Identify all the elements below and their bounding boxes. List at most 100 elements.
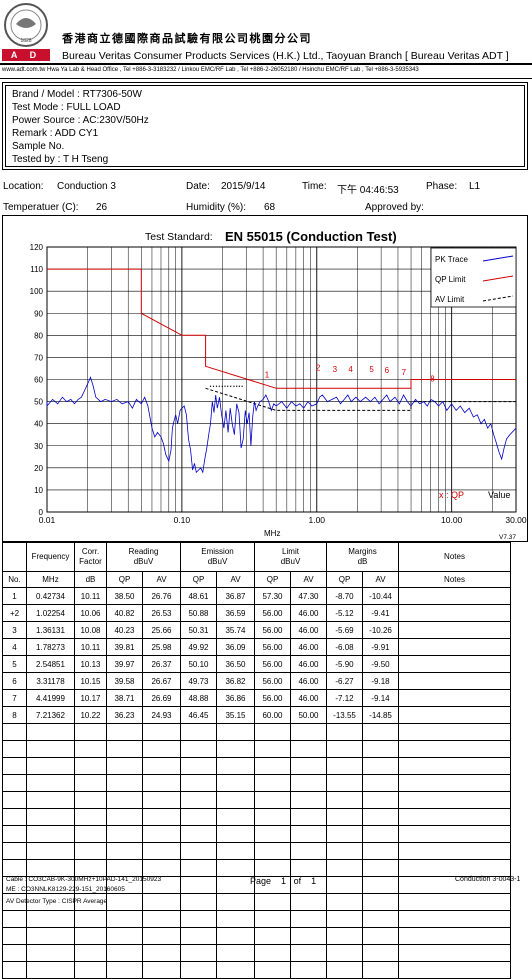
test-info-box: Brand / Model : RT7306-50W Test Mode : F…: [2, 82, 528, 170]
table-cell: [216, 842, 255, 860]
table-cell: [74, 825, 107, 843]
table-cell: 36.09: [216, 638, 255, 656]
subheader-cell: AV: [216, 571, 255, 588]
y-tick-label: 20: [34, 464, 43, 473]
table-cell: [216, 927, 255, 945]
table-cell: 49.73: [180, 672, 217, 690]
table-cell: [216, 774, 255, 792]
y-tick-label: 0: [39, 508, 44, 517]
table-cell: [254, 757, 291, 775]
table-cell: [106, 944, 143, 962]
table-cell: 48.88: [180, 689, 217, 707]
table-cell: 60.00: [254, 706, 291, 724]
table-cell: [290, 808, 327, 826]
table-cell: [142, 808, 181, 826]
table-row-empty: [2, 859, 511, 877]
table-cell: [142, 859, 181, 877]
table-cell: [290, 757, 327, 775]
header-margins-unit: dB: [357, 557, 368, 566]
table-cell: [142, 723, 181, 741]
table-cell: [2, 774, 27, 792]
table-cell: [326, 876, 363, 894]
table-cell: -9.50: [362, 655, 399, 673]
legend-swatch: [482, 275, 514, 282]
table-row-empty: [2, 961, 511, 979]
company-english-name: Bureau Veritas Consumer Products Service…: [62, 50, 509, 62]
header-factor: Factor: [79, 557, 102, 566]
table-cell: [2, 808, 27, 826]
y-tick-label: 10: [34, 486, 43, 495]
page-number: 1: [281, 876, 287, 886]
table-cell: [362, 910, 399, 928]
peak-marker-label: 8: [430, 375, 435, 384]
table-cell: [74, 961, 107, 979]
chart-series: • • • • • • • • • • • •: [46, 268, 517, 474]
table-cell: [290, 740, 327, 758]
table-cell: -5.90: [326, 655, 363, 673]
page-indicator: Page 1 of 1: [250, 876, 316, 886]
table-cell: 4.41999: [26, 689, 75, 707]
table-cell: [26, 825, 75, 843]
table-cell: [398, 774, 511, 792]
table-cell: [180, 876, 217, 894]
table-cell: [216, 961, 255, 979]
table-cell: [2, 791, 27, 809]
subheader-cell: QP: [326, 571, 363, 588]
table-cell: 5: [2, 655, 27, 673]
table-cell: [254, 808, 291, 826]
table-cell: [398, 587, 511, 605]
peak-marker-label: 1: [265, 370, 270, 379]
table-cell: [362, 859, 399, 877]
table-cell: [362, 791, 399, 809]
table-cell: [142, 961, 181, 979]
table-cell: 10.11: [74, 638, 107, 656]
table-cell: [362, 842, 399, 860]
table-cell: 25.66: [142, 621, 181, 639]
table-cell: 36.87: [216, 587, 255, 605]
table-cell: [26, 757, 75, 775]
table-cell: [106, 961, 143, 979]
legend-swatch: [482, 255, 514, 262]
table-cell: [74, 842, 107, 860]
header-frequency: Frequency: [26, 542, 75, 572]
table-cell: 46.00: [290, 604, 327, 622]
table-cell: 50.88: [180, 604, 217, 622]
x-tick-label: 30.00: [505, 515, 527, 525]
table-cell: -9.41: [362, 604, 399, 622]
table-cell: [398, 672, 511, 690]
table-cell: [180, 893, 217, 911]
table-row: 3 1.36131 10.08 40.23 25.66 50.31 35.74 56.00 46…: [2, 621, 511, 639]
table-cell: 46.00: [290, 689, 327, 707]
table-cell: [106, 842, 143, 860]
table-cell: [142, 927, 181, 945]
table-cell: [106, 910, 143, 928]
table-cell: [180, 774, 217, 792]
table-cell: 39.81: [106, 638, 143, 656]
table-cell: 56.00: [254, 638, 291, 656]
table-cell: [106, 825, 143, 843]
table-header-row: Frequency Corr. Factor Reading dBuV Emissi…: [2, 542, 511, 572]
detector-info: AV Detector Type : CISPR Average: [6, 898, 108, 905]
table-cell: -5.12: [326, 604, 363, 622]
chart-legend: PK Trace QP Limit AV Limit: [430, 247, 517, 308]
table-cell: 46.00: [290, 655, 327, 673]
header-emission-label: Emission: [201, 547, 234, 556]
qp-value-note: x : QP: [439, 490, 464, 500]
table-cell: [290, 927, 327, 945]
table-cell: [398, 757, 511, 775]
table-cell: [254, 740, 291, 758]
table-cell: 39.97: [106, 655, 143, 673]
table-cell: [26, 961, 75, 979]
table-cell: -14.85: [362, 706, 399, 724]
table-cell: [398, 859, 511, 877]
table-cell: [26, 808, 75, 826]
table-cell: -7.12: [326, 689, 363, 707]
table-cell: 50.10: [180, 655, 217, 673]
table-cell: [74, 740, 107, 758]
x-tick-label: 1.00: [308, 515, 325, 525]
table-cell: [398, 621, 511, 639]
table-cell: [254, 893, 291, 911]
legend-label: QP Limit: [435, 275, 466, 284]
table-cell: 25.98: [142, 638, 181, 656]
table-row-empty: [2, 927, 511, 945]
